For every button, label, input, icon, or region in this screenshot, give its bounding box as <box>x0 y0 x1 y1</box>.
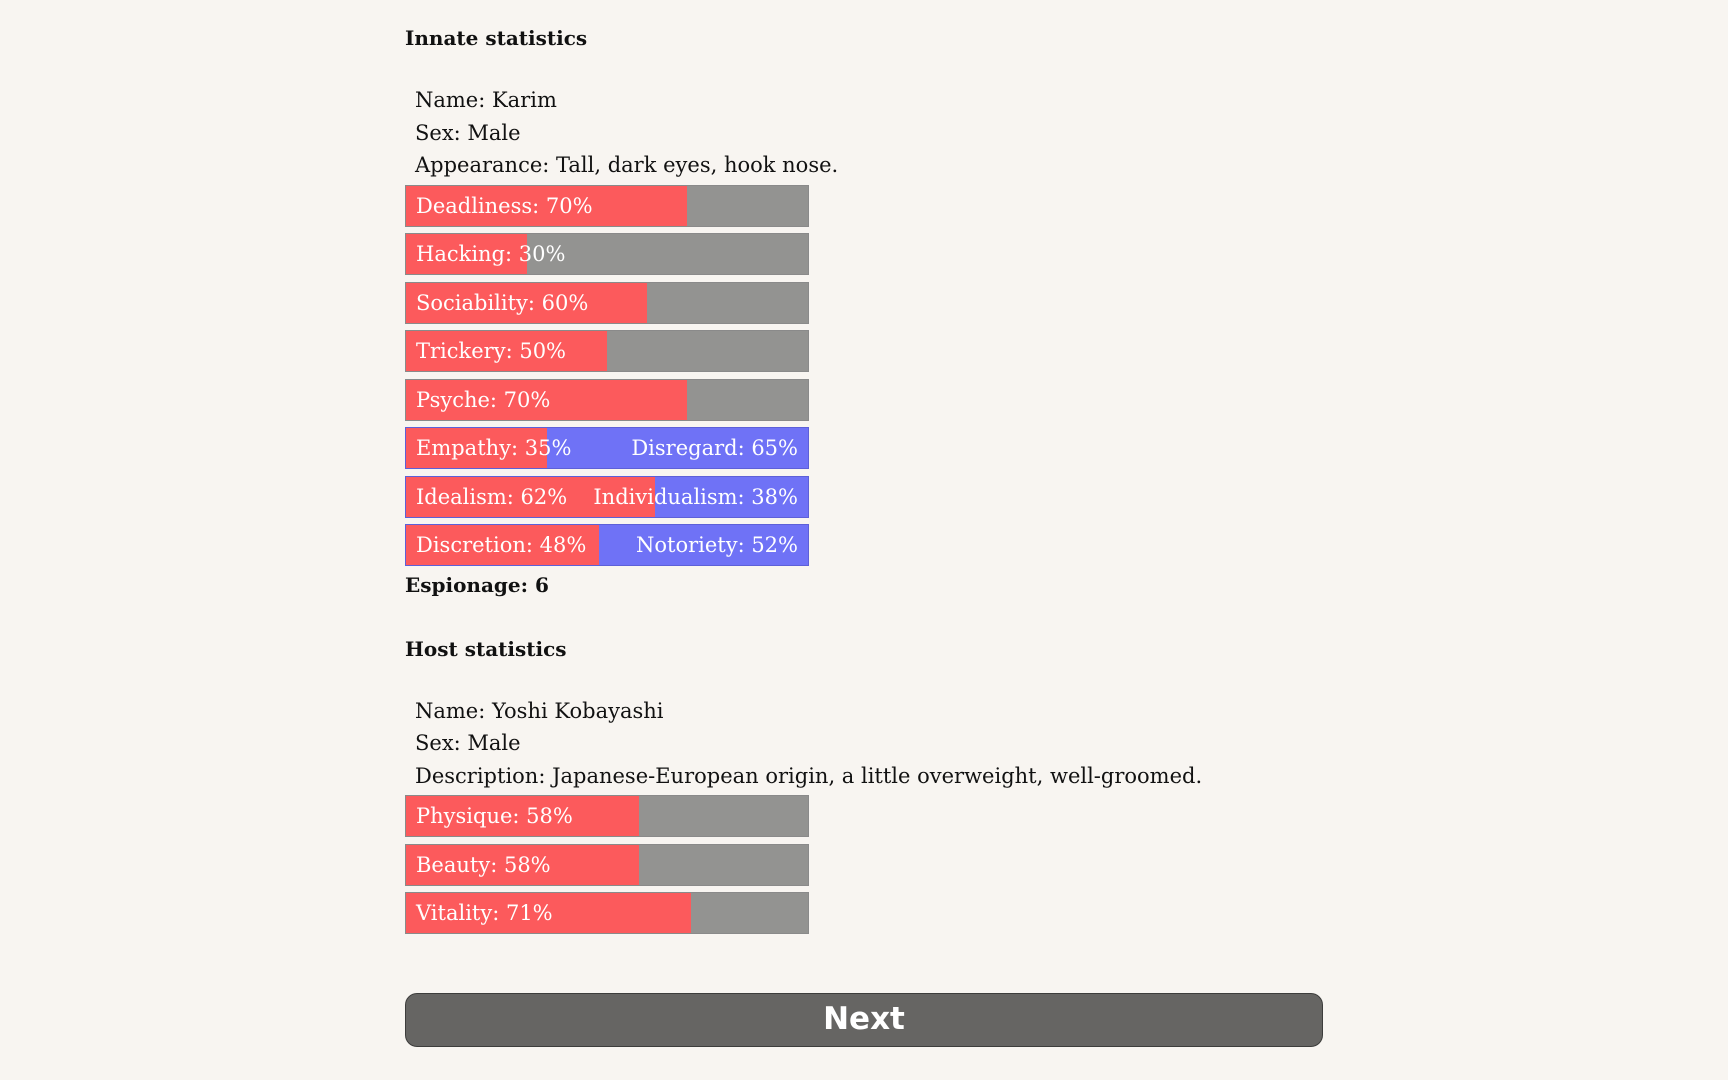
stat-bar-deadliness: Deadliness: 70% <box>405 184 809 227</box>
opposed-bar-right-label: Individualism: 38% <box>593 484 798 509</box>
stat-bar-fill <box>406 331 607 371</box>
innate-statistics-heading: Innate statistics <box>405 26 588 50</box>
opposed-bar-right-label: Disregard: 65% <box>631 436 798 460</box>
stat-bar-trickery: Trickery: 50% <box>405 330 809 372</box>
stat-bar-beauty: Beauty: 58% <box>405 843 809 886</box>
host-info: Name: Yoshi Kobayashi Sex: Male Descript… <box>405 695 1325 793</box>
stat-bar-label: Sociability: 60% <box>416 290 589 315</box>
host-name: Name: Yoshi Kobayashi <box>415 698 664 723</box>
opposed-bar-idealism-individualism: Idealism: 62% Individualism: 38% <box>405 475 809 518</box>
stat-bar-fill <box>406 379 688 420</box>
stat-bar-fill <box>406 282 648 323</box>
stat-bar-label: Physique: 58% <box>416 804 573 828</box>
host-sex: Sex: Male <box>415 731 521 755</box>
stat-bar-fill <box>406 185 688 226</box>
stat-bar-label: Vitality: 71% <box>416 901 553 925</box>
host-description: Description: Japanese-European origin, a… <box>415 763 1203 788</box>
opposed-bar-left-label: Empathy: 35% <box>416 436 572 460</box>
stats-panel: Innate statistics Name: Karim Sex: Male … <box>405 22 1325 941</box>
host-statistics-heading: Host statistics <box>405 636 567 661</box>
stat-bar-hacking: Hacking: 30% <box>405 233 809 275</box>
stat-bar-label: Hacking: 30% <box>416 242 566 266</box>
next-button[interactable]: Next <box>405 993 1323 1047</box>
stat-bar-fill <box>406 844 640 885</box>
innate-appearance: Appearance: Tall, dark eyes, hook nose. <box>415 153 839 177</box>
stat-bar-label: Deadliness: 70% <box>416 193 593 218</box>
innate-name: Name: Karim <box>415 88 557 112</box>
opposed-bar-left-label: Idealism: 62% <box>416 484 568 509</box>
stat-bar-label: Beauty: 58% <box>416 852 551 877</box>
innate-info: Name: Karim Sex: Male Appearance: Tall, … <box>405 84 1325 182</box>
espionage-score: Espionage: 6 <box>405 572 549 597</box>
stat-bar-label: Trickery: 50% <box>416 339 567 363</box>
opposed-bar-empathy-disregard: Empathy: 35% Disregard: 65% <box>405 427 809 469</box>
stat-bar-vitality: Vitality: 71% <box>405 892 809 934</box>
stat-bar-fill <box>406 234 527 274</box>
stat-bar-fill <box>406 893 692 933</box>
stat-bar-psyche: Psyche: 70% <box>405 378 809 421</box>
innate-sex: Sex: Male <box>415 120 521 145</box>
opposed-bar-fill <box>406 476 656 517</box>
stat-bar-fill <box>406 796 640 836</box>
opposed-bar-left-label: Discretion: 48% <box>416 533 587 557</box>
opposed-bar-fill <box>406 525 599 565</box>
stat-bar-label: Psyche: 70% <box>416 387 551 412</box>
opposed-bar-fill <box>406 428 547 468</box>
stat-bar-sociability: Sociability: 60% <box>405 281 809 324</box>
stat-bar-physique: Physique: 58% <box>405 795 809 837</box>
opposed-bar-right-label: Notoriety: 52% <box>635 533 798 557</box>
innate-bars: Deadliness: 70% Hacking: 30% Sociability… <box>405 184 1325 566</box>
host-bars: Physique: 58% Beauty: 58% Vitality: 71% <box>405 795 1325 934</box>
opposed-bar-discretion-notoriety: Discretion: 48% Notoriety: 52% <box>405 524 809 566</box>
